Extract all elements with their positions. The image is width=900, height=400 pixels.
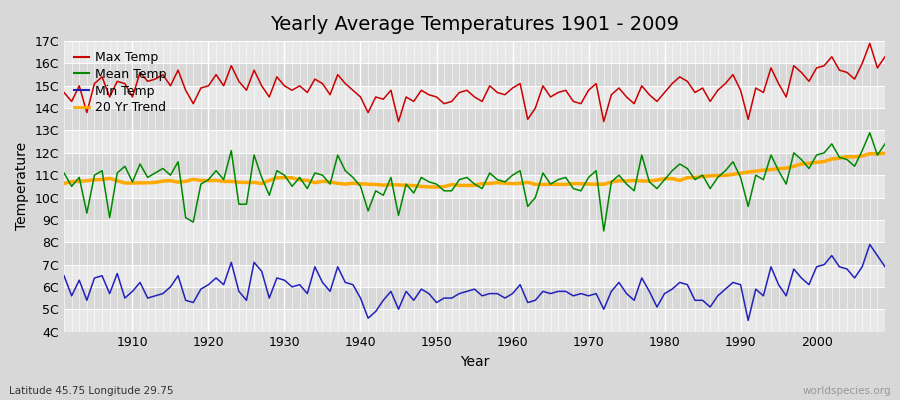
Max Temp bbox=[287, 88, 298, 93]
Title: Yearly Average Temperatures 1901 - 2009: Yearly Average Temperatures 1901 - 2009 bbox=[270, 15, 679, 34]
Line: Max Temp: Max Temp bbox=[64, 43, 885, 122]
Min Temp bbox=[879, 264, 890, 269]
Mean Temp bbox=[120, 164, 130, 169]
Mean Temp bbox=[332, 153, 343, 158]
Line: Mean Temp: Mean Temp bbox=[64, 133, 885, 231]
Max Temp bbox=[606, 92, 616, 97]
Max Temp bbox=[120, 81, 130, 86]
Min Temp bbox=[507, 291, 517, 296]
Mean Temp bbox=[287, 184, 298, 189]
Legend: Max Temp, Mean Temp, Min Temp, 20 Yr Trend: Max Temp, Mean Temp, Min Temp, 20 Yr Tre… bbox=[70, 47, 170, 118]
X-axis label: Year: Year bbox=[460, 355, 490, 369]
Bar bbox=[64, 86, 885, 108]
Bar bbox=[64, 108, 885, 130]
Max Temp bbox=[864, 41, 875, 46]
Bar bbox=[64, 264, 885, 287]
Bar bbox=[64, 130, 885, 153]
Bar bbox=[64, 309, 885, 332]
Min Temp bbox=[598, 307, 609, 312]
Text: Latitude 45.75 Longitude 29.75: Latitude 45.75 Longitude 29.75 bbox=[9, 386, 174, 396]
Mean Temp bbox=[864, 130, 875, 135]
Min Temp bbox=[287, 284, 298, 289]
Text: worldspecies.org: worldspecies.org bbox=[803, 386, 891, 396]
Max Temp bbox=[58, 90, 69, 95]
Line: Min Temp: Min Temp bbox=[64, 244, 885, 320]
Mean Temp bbox=[507, 173, 517, 178]
Min Temp bbox=[864, 242, 875, 247]
Bar bbox=[64, 64, 885, 86]
20 Yr Trend bbox=[879, 151, 890, 156]
Min Temp bbox=[332, 264, 343, 269]
Bar bbox=[64, 198, 885, 220]
Bar bbox=[64, 175, 885, 198]
20 Yr Trend bbox=[431, 185, 442, 190]
Max Temp bbox=[332, 72, 343, 77]
Mean Temp bbox=[500, 180, 510, 184]
Max Temp bbox=[879, 54, 890, 59]
Min Temp bbox=[58, 273, 69, 278]
Max Temp bbox=[515, 81, 526, 86]
20 Yr Trend bbox=[507, 181, 517, 186]
Bar bbox=[64, 242, 885, 264]
Max Temp bbox=[507, 86, 517, 90]
20 Yr Trend bbox=[58, 181, 69, 186]
Bar bbox=[64, 287, 885, 309]
Mean Temp bbox=[58, 170, 69, 175]
Mean Temp bbox=[879, 142, 890, 146]
Mean Temp bbox=[598, 229, 609, 234]
Min Temp bbox=[742, 318, 753, 323]
Bar bbox=[64, 220, 885, 242]
Max Temp bbox=[393, 119, 404, 124]
Mean Temp bbox=[606, 180, 616, 184]
20 Yr Trend bbox=[332, 181, 343, 186]
20 Yr Trend bbox=[287, 176, 298, 180]
Min Temp bbox=[120, 296, 130, 300]
Y-axis label: Temperature: Temperature bbox=[15, 142, 29, 230]
Bar bbox=[64, 153, 885, 175]
Bar bbox=[64, 41, 885, 64]
Min Temp bbox=[500, 296, 510, 300]
Line: 20 Yr Trend: 20 Yr Trend bbox=[64, 153, 885, 187]
20 Yr Trend bbox=[120, 180, 130, 185]
20 Yr Trend bbox=[515, 181, 526, 186]
20 Yr Trend bbox=[606, 180, 616, 184]
